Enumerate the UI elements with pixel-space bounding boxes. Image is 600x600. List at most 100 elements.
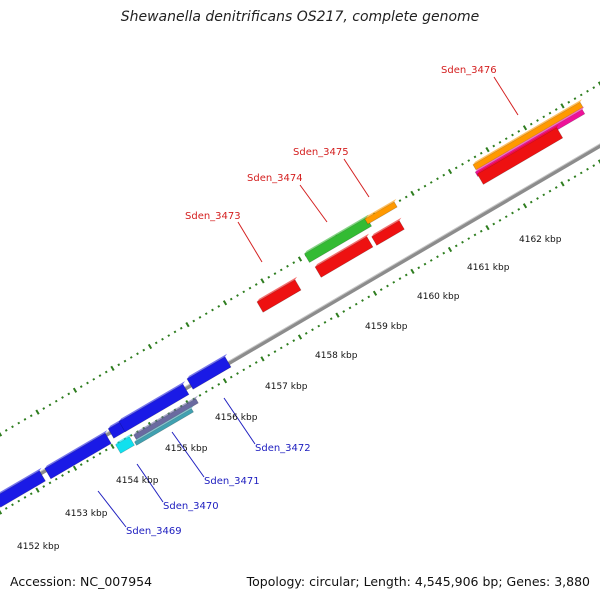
major-tick	[260, 356, 265, 362]
minor-tick	[579, 171, 583, 175]
gene-block-red-top	[256, 276, 298, 302]
gene-block-red[interactable]	[256, 279, 302, 313]
minor-tick	[48, 481, 52, 485]
minor-tick	[279, 346, 283, 350]
gene-block-green[interactable]	[303, 217, 373, 263]
minor-tick	[242, 290, 246, 294]
gene-block-blue-top	[108, 418, 123, 429]
minor-tick	[11, 503, 14, 507]
gene-block-red[interactable]	[371, 220, 405, 246]
gene-block-blue[interactable]	[44, 432, 112, 480]
major-tick	[222, 300, 228, 306]
major-tick	[560, 181, 565, 187]
inner-tick-track	[0, 159, 600, 515]
minor-tick	[542, 115, 546, 119]
minor-tick	[129, 356, 133, 359]
minor-tick	[29, 492, 33, 496]
minor-tick	[379, 288, 383, 291]
minor-tick	[342, 310, 346, 313]
minor-tick	[204, 312, 208, 316]
gene-features	[0, 99, 586, 508]
minor-tick	[67, 470, 71, 474]
minor-tick	[254, 361, 258, 364]
minor-tick	[498, 218, 502, 222]
minor-tick	[586, 89, 589, 93]
minor-tick	[48, 403, 52, 407]
major-tick	[522, 125, 528, 131]
minor-tick	[392, 280, 396, 284]
gene-label-plus[interactable]: Sden_3474	[247, 173, 303, 184]
gene-label-plus[interactable]: Sden_3473	[185, 211, 241, 222]
gene-label-plus[interactable]: Sden_3475	[293, 147, 349, 158]
gene-block-orange[interactable]	[472, 101, 584, 171]
leader-line	[343, 158, 370, 198]
minor-tick	[548, 111, 552, 115]
major-tick	[447, 246, 453, 253]
minor-tick	[17, 499, 21, 503]
minor-tick	[67, 392, 71, 396]
minor-tick	[192, 319, 196, 323]
minor-tick	[567, 100, 571, 104]
gene-block-red-top	[477, 124, 559, 175]
major-tick	[560, 103, 565, 109]
minor-tick	[117, 363, 121, 367]
minor-tick	[517, 130, 521, 133]
minor-tick	[236, 294, 239, 297]
minor-tick	[423, 184, 427, 188]
gene-block-blue[interactable]	[118, 383, 190, 433]
minor-tick	[367, 295, 371, 299]
major-tick	[485, 146, 490, 153]
gene-label-minus[interactable]: Sden_3470	[163, 501, 219, 512]
gene-label-minus[interactable]: Sden_3472	[255, 443, 311, 454]
gene-block-teal[interactable]	[134, 408, 194, 446]
gene-label-minus[interactable]: Sden_3471	[204, 476, 260, 487]
minor-tick	[198, 393, 202, 397]
minor-tick	[573, 97, 577, 100]
minor-tick	[54, 477, 58, 481]
minor-tick	[454, 166, 458, 170]
gene-block-red[interactable]	[314, 236, 374, 278]
genome-stats-text: Topology: circular; Length: 4,545,906 bp…	[246, 574, 590, 589]
minor-tick	[579, 93, 583, 97]
minor-tick	[398, 199, 402, 203]
minor-tick	[548, 189, 552, 193]
minor-tick	[267, 275, 271, 279]
minor-tick	[204, 390, 208, 394]
gene-block-blue-top	[44, 430, 108, 469]
minor-tick	[554, 186, 558, 189]
minor-tick	[129, 434, 133, 437]
gene-label-minus[interactable]: Sden_3469	[126, 526, 182, 537]
minor-tick	[479, 229, 483, 233]
minor-tick	[42, 485, 46, 488]
minor-tick	[479, 151, 483, 155]
minor-tick	[461, 162, 464, 166]
minor-tick	[511, 133, 514, 137]
minor-tick	[29, 414, 33, 418]
minor-tick	[429, 181, 433, 184]
gene-block-blue[interactable]	[186, 356, 232, 390]
gene-block-orange-top	[472, 99, 583, 165]
minor-tick	[79, 463, 83, 466]
label-leader-lines	[97, 76, 519, 528]
major-tick	[0, 432, 3, 437]
gene-label-plus[interactable]: Sden_3476	[441, 65, 497, 76]
minor-tick	[467, 159, 471, 162]
gene-block-orange[interactable]	[364, 201, 398, 225]
minor-tick	[398, 277, 402, 281]
minor-tick	[492, 144, 496, 148]
minor-tick	[198, 315, 202, 319]
minor-tick	[323, 321, 327, 324]
major-tick	[447, 168, 453, 175]
minor-tick	[23, 496, 27, 499]
minor-tick	[311, 328, 314, 332]
leader-line	[299, 184, 328, 223]
gene-block-green-top	[304, 214, 369, 254]
gene-block-red[interactable]	[476, 127, 564, 185]
gene-block-slate-top	[133, 395, 198, 436]
minor-tick	[92, 455, 96, 459]
major-tick	[597, 159, 600, 164]
gene-block-blue-top	[119, 381, 186, 422]
leader-line	[97, 490, 127, 528]
minor-tick	[42, 407, 46, 410]
